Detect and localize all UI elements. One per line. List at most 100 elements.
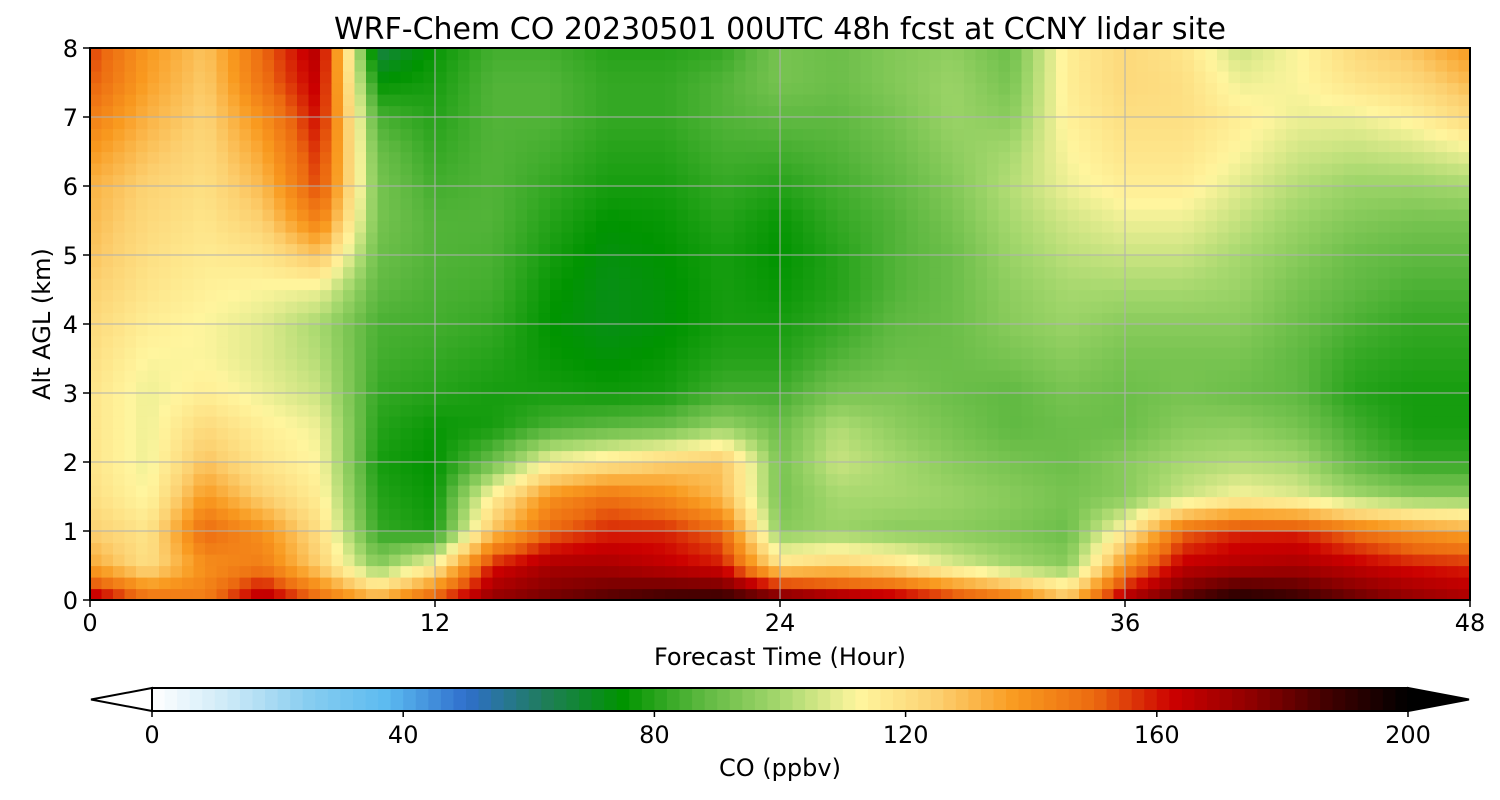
heatmap-cell bbox=[101, 243, 114, 256]
heatmap-cell bbox=[354, 117, 367, 130]
heatmap-cell bbox=[354, 301, 367, 314]
heatmap-cell bbox=[343, 427, 356, 440]
heatmap-cell bbox=[1044, 496, 1057, 509]
heatmap-cell bbox=[1263, 335, 1276, 348]
heatmap-cell bbox=[975, 531, 988, 544]
plot-area bbox=[89, 47, 1471, 601]
heatmap-cell bbox=[860, 531, 873, 544]
heatmap-cell bbox=[952, 427, 965, 440]
heatmap-cell bbox=[113, 347, 126, 360]
heatmap-cell bbox=[1355, 462, 1368, 475]
heatmap-cell bbox=[147, 462, 160, 475]
heatmap-cell bbox=[170, 358, 183, 371]
heatmap-cell bbox=[400, 450, 413, 463]
heatmap-cell bbox=[1205, 542, 1218, 555]
heatmap-cell bbox=[699, 462, 712, 475]
heatmap-cell bbox=[1320, 289, 1333, 302]
heatmap-cell bbox=[1194, 473, 1207, 486]
heatmap-cell bbox=[1447, 439, 1460, 452]
heatmap-cell bbox=[803, 577, 816, 590]
heatmap-cell bbox=[1332, 508, 1345, 521]
heatmap-cell bbox=[676, 243, 689, 256]
heatmap-cell bbox=[1389, 289, 1402, 302]
heatmap-cell bbox=[941, 312, 954, 325]
heatmap-cell bbox=[895, 554, 908, 567]
heatmap-cell bbox=[1136, 289, 1149, 302]
heatmap-cell bbox=[1378, 324, 1391, 337]
heatmap-cell bbox=[389, 324, 402, 337]
heatmap-cell bbox=[1021, 266, 1034, 279]
heatmap-cell bbox=[768, 209, 781, 222]
heatmap-cell bbox=[1102, 243, 1115, 256]
heatmap-cell bbox=[780, 243, 793, 256]
heatmap-cell bbox=[1113, 381, 1126, 394]
heatmap-cell bbox=[239, 301, 252, 314]
heatmap-cell bbox=[860, 278, 873, 291]
heatmap-cell bbox=[895, 439, 908, 452]
heatmap-cell bbox=[1343, 381, 1356, 394]
heatmap-cell bbox=[1205, 174, 1218, 187]
heatmap-cell bbox=[768, 312, 781, 325]
heatmap-cell bbox=[481, 335, 494, 348]
heatmap-cell bbox=[573, 117, 586, 130]
heatmap-cell bbox=[251, 450, 264, 463]
heatmap-cell bbox=[653, 565, 666, 578]
heatmap-cell bbox=[849, 289, 862, 302]
heatmap-cell bbox=[1274, 554, 1287, 567]
heatmap-cell bbox=[446, 174, 459, 187]
heatmap-cell bbox=[1044, 232, 1057, 245]
heatmap-cell bbox=[849, 531, 862, 544]
heatmap-cell bbox=[274, 393, 287, 406]
heatmap-cell bbox=[803, 266, 816, 279]
heatmap-cell bbox=[389, 508, 402, 521]
heatmap-cell bbox=[412, 450, 425, 463]
heatmap-cell bbox=[676, 151, 689, 164]
heatmap-cell bbox=[538, 163, 551, 176]
heatmap-cell bbox=[803, 358, 816, 371]
heatmap-cell bbox=[343, 324, 356, 337]
heatmap-cell bbox=[1435, 232, 1448, 245]
heatmap-cell bbox=[366, 163, 379, 176]
heatmap-cell bbox=[1297, 381, 1310, 394]
heatmap-cell bbox=[550, 404, 563, 417]
heatmap-cell bbox=[619, 588, 632, 601]
heatmap-cell bbox=[1010, 243, 1023, 256]
heatmap-cell bbox=[722, 324, 735, 337]
heatmap-cell bbox=[1010, 519, 1023, 532]
heatmap-cell bbox=[377, 485, 390, 498]
heatmap-cell bbox=[527, 335, 540, 348]
heatmap-cell bbox=[1136, 462, 1149, 475]
heatmap-cell bbox=[1125, 519, 1138, 532]
heatmap-cell bbox=[354, 255, 367, 268]
heatmap-cell bbox=[1067, 565, 1080, 578]
heatmap-cell bbox=[975, 542, 988, 555]
heatmap-cell bbox=[837, 128, 850, 141]
heatmap-cell bbox=[1389, 427, 1402, 440]
heatmap-cell bbox=[458, 243, 471, 256]
heatmap-cell bbox=[1021, 450, 1034, 463]
heatmap-cell bbox=[285, 393, 298, 406]
heatmap-cell bbox=[481, 278, 494, 291]
heatmap-cell bbox=[205, 473, 218, 486]
heatmap-cell bbox=[757, 427, 770, 440]
heatmap-cell bbox=[1332, 450, 1345, 463]
heatmap-cell bbox=[147, 289, 160, 302]
heatmap-cell bbox=[1240, 232, 1253, 245]
heatmap-cell bbox=[170, 255, 183, 268]
heatmap-cell bbox=[400, 163, 413, 176]
heatmap-cell bbox=[768, 554, 781, 567]
heatmap-cell bbox=[1251, 508, 1264, 521]
heatmap-cell bbox=[1044, 324, 1057, 337]
heatmap-cell bbox=[412, 404, 425, 417]
heatmap-cell bbox=[975, 289, 988, 302]
heatmap-cell bbox=[1021, 393, 1034, 406]
heatmap-cell bbox=[1240, 393, 1253, 406]
heatmap-cell bbox=[147, 151, 160, 164]
heatmap-cell bbox=[665, 174, 678, 187]
heatmap-cell bbox=[722, 485, 735, 498]
heatmap-cell bbox=[1309, 140, 1322, 153]
heatmap-cell bbox=[147, 531, 160, 544]
heatmap-cell bbox=[964, 577, 977, 590]
heatmap-cell bbox=[320, 140, 333, 153]
heatmap-cell bbox=[1056, 439, 1069, 452]
